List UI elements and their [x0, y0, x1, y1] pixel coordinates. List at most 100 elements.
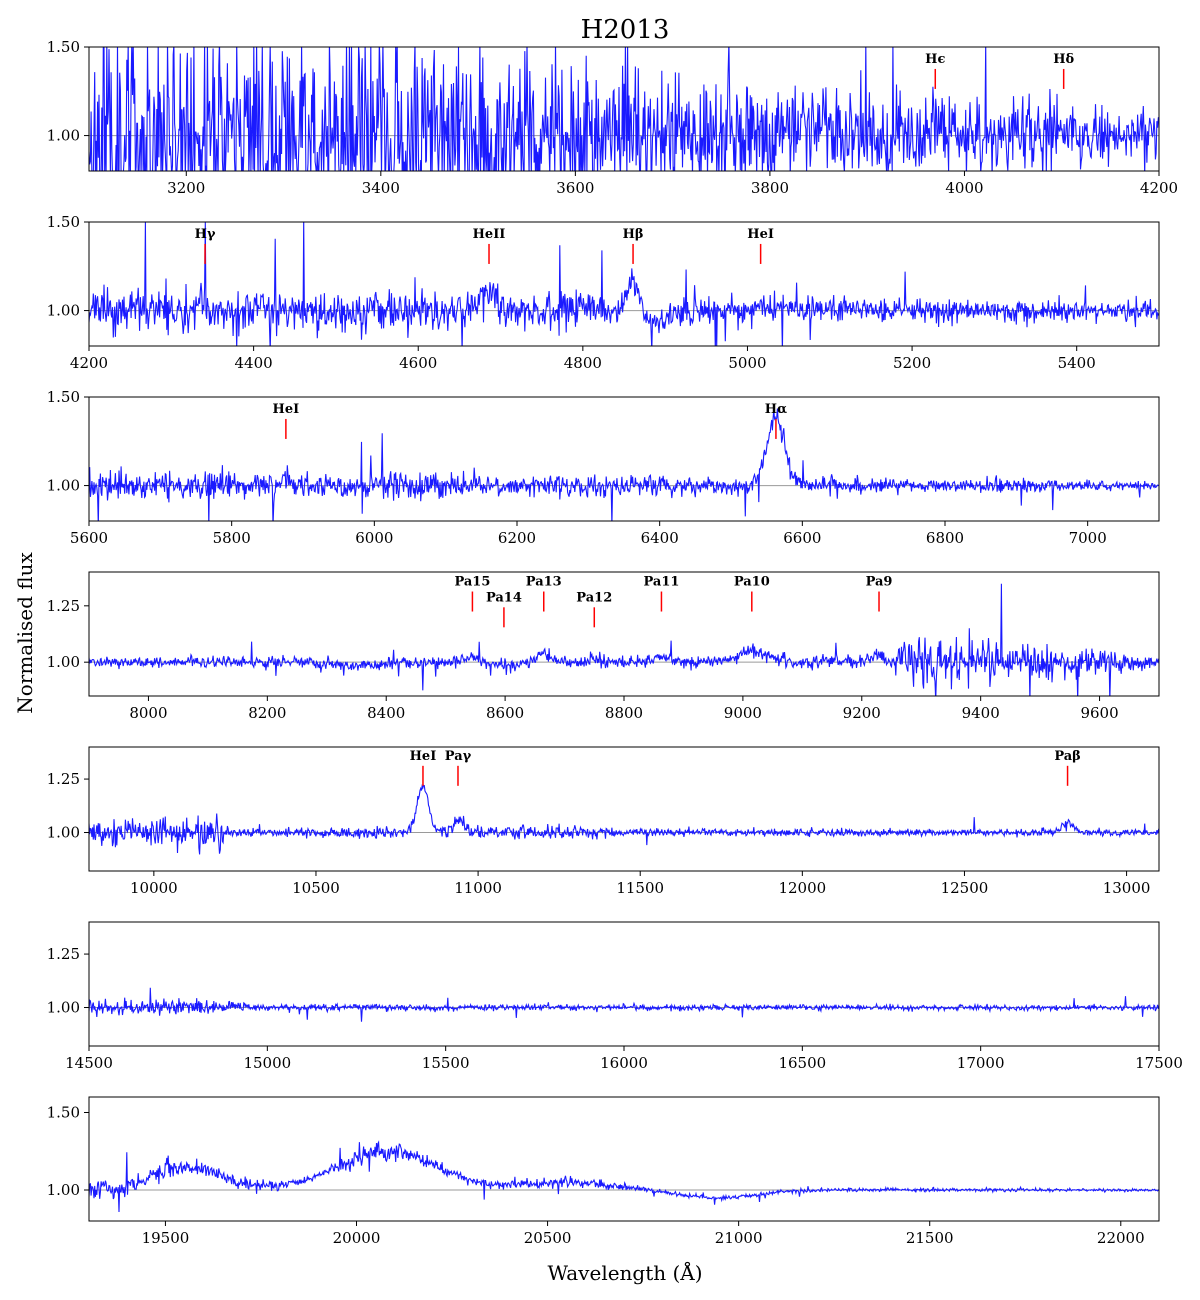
- x-tick-label: 6600: [783, 529, 821, 547]
- line-label: Hα: [765, 402, 787, 417]
- x-tick-label: 22000: [1097, 1229, 1145, 1247]
- x-tick-label: 16500: [778, 1054, 826, 1072]
- spectrum-panel: 10000 10500 11000 11500 12000 12500 13000 1.00 1…: [47, 746, 1160, 897]
- spectrum-trace: [89, 987, 1159, 1022]
- line-label: Pa11: [643, 575, 679, 590]
- x-tick-label: 12000: [778, 879, 826, 897]
- line-label: Hϵ: [925, 52, 945, 67]
- spectrum-trace: [89, 783, 1159, 855]
- x-tick-label: 17500: [1135, 1054, 1183, 1072]
- panel-frame: [88, 221, 1160, 347]
- x-tick-label: 5200: [893, 354, 931, 372]
- x-tick-label: 3400: [362, 179, 400, 197]
- panel-frame: [88, 1096, 1160, 1222]
- spectrum-panel: 19500 20000 20500 21000 21500 22000 1.00 1.50: [47, 1096, 1160, 1247]
- y-tick-label: 1.50: [47, 213, 80, 231]
- y-tick-label: 1.50: [47, 388, 80, 406]
- panel-frame: [88, 46, 1160, 172]
- spectrum-panel: 8000 8200 8400 8600 8800 9000 9200 9400 9600 1.00…: [47, 571, 1160, 722]
- line-label: Pa14: [486, 590, 522, 605]
- line-label: Pa13: [526, 575, 562, 590]
- x-tick-label: 8000: [129, 704, 167, 722]
- x-tick-label: 6800: [926, 529, 964, 547]
- x-tick-label: 20500: [524, 1229, 572, 1247]
- x-tick-label: 3600: [556, 179, 594, 197]
- y-tick-label: 1.00: [47, 824, 80, 842]
- x-tick-label: 11000: [454, 879, 502, 897]
- x-tick-label: 15000: [243, 1054, 291, 1072]
- x-tick-label: 20000: [333, 1229, 381, 1247]
- panel-frame: [88, 396, 1160, 522]
- x-tick-label: 3200: [167, 179, 205, 197]
- y-tick-label: 1.50: [47, 1104, 80, 1122]
- x-tick-label: 12500: [941, 879, 989, 897]
- x-tick-label: 6400: [641, 529, 679, 547]
- line-label: HeI: [747, 227, 774, 242]
- x-tick-label: 9600: [1080, 704, 1118, 722]
- y-tick-label: 1.00: [47, 999, 80, 1017]
- x-tick-label: 8600: [486, 704, 524, 722]
- x-tick-label: 5400: [1058, 354, 1096, 372]
- x-tick-label: 13000: [1103, 879, 1151, 897]
- line-label: Paγ: [445, 749, 472, 764]
- chart-title: H2013: [581, 15, 670, 45]
- x-tick-label: 17000: [957, 1054, 1005, 1072]
- y-tick-label: 1.00: [47, 477, 80, 495]
- spectrum-panel: 5600 5800 6000 6200 6400 6600 6800 7000 1.00 1.50…: [47, 388, 1160, 547]
- x-tick-label: 19500: [142, 1229, 190, 1247]
- x-tick-label: 15500: [422, 1054, 470, 1072]
- x-tick-label: 10000: [130, 879, 178, 897]
- line-label: Hβ: [623, 227, 644, 242]
- x-tick-label: 4600: [399, 354, 437, 372]
- y-tick-label: 1.00: [47, 127, 80, 145]
- spectrum-trace: [89, 408, 1159, 521]
- x-tick-label: 7000: [1069, 529, 1107, 547]
- spectrum-panel: 3200 3400 3600 3800 4000 4200 1.00 1.50 Hϵ Hδ: [47, 38, 1179, 197]
- line-label: HeII: [473, 227, 506, 242]
- x-tick-label: 3800: [751, 179, 789, 197]
- x-tick-label: 9000: [724, 704, 762, 722]
- x-tick-label: 8400: [367, 704, 405, 722]
- y-tick-label: 1.00: [47, 302, 80, 320]
- panel-frame: [88, 571, 1160, 697]
- x-tick-label: 4400: [235, 354, 273, 372]
- x-tick-label: 11500: [616, 879, 664, 897]
- x-tick-label: 6200: [498, 529, 536, 547]
- line-label: Pa10: [734, 575, 770, 590]
- x-tick-label: 10500: [292, 879, 340, 897]
- line-label: Paβ: [1054, 749, 1080, 764]
- line-label: Pa12: [576, 590, 612, 605]
- line-label: HeI: [410, 749, 437, 764]
- x-tick-label: 9400: [962, 704, 1000, 722]
- spectrum-panel: 4200 4400 4600 4800 5000 5200 5400 1.00 1.50 Hγ He…: [47, 213, 1160, 372]
- y-tick-label: 1.25: [47, 597, 80, 615]
- line-label: Pa9: [866, 575, 893, 590]
- x-tick-label: 21000: [715, 1229, 763, 1247]
- x-tick-label: 4200: [1140, 179, 1178, 197]
- x-tick-label: 5800: [213, 529, 251, 547]
- spectrum-trace: [89, 1140, 1159, 1213]
- panel-frame: [88, 921, 1160, 1047]
- x-tick-label: 16000: [600, 1054, 648, 1072]
- x-axis-label: Wavelength (Å): [547, 1260, 702, 1285]
- x-tick-label: 6000: [355, 529, 393, 547]
- x-tick-label: 4000: [945, 179, 983, 197]
- x-tick-label: 4200: [70, 354, 108, 372]
- y-tick-label: 1.00: [47, 653, 80, 671]
- spectrum-trace: [89, 47, 1159, 171]
- line-label: Pa15: [454, 575, 490, 590]
- y-tick-label: 1.25: [47, 945, 80, 963]
- spectrum-panel: 14500 15000 15500 16000 16500 17000 17500 1.00 1…: [47, 921, 1183, 1072]
- x-tick-label: 5000: [728, 354, 766, 372]
- x-tick-label: 8200: [248, 704, 286, 722]
- spectrum-trace: [89, 222, 1159, 346]
- x-tick-label: 8800: [605, 704, 643, 722]
- y-tick-label: 1.50: [47, 38, 80, 56]
- x-tick-label: 5600: [70, 529, 108, 547]
- x-tick-label: 14500: [65, 1054, 113, 1072]
- y-axis-label: Normalised flux: [13, 552, 37, 714]
- x-tick-label: 9200: [843, 704, 881, 722]
- line-label: Hδ: [1053, 52, 1074, 67]
- y-tick-label: 1.00: [47, 1181, 80, 1199]
